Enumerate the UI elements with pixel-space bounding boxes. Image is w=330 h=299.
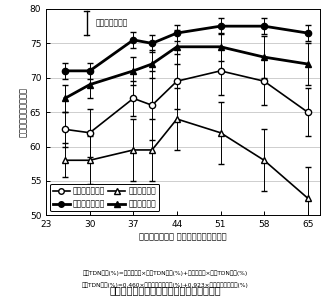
- X-axis label: 「ゆめちから」 絹糸抽出後日数（日）: 「ゆめちから」 絹糸抽出後日数（日）: [139, 232, 227, 241]
- Text: ５％最小有意差: ５％最小有意差: [96, 18, 128, 27]
- Y-axis label: 推定ＴＤＮ含量（％）: 推定ＴＤＮ含量（％）: [19, 87, 28, 137]
- Text: 図２　収穫日による推定ＴＤＮ含量の変化: 図２ 収穫日による推定ＴＤＮ含量の変化: [109, 286, 221, 295]
- Legend: ゆめちから茎葉, ゆめちから全体, セシリア茎葉, セシリア全体: ゆめちから茎葉, ゆめちから全体, セシリア茎葉, セシリア全体: [50, 184, 159, 211]
- Text: 推定TDN含量(%)=乾茎葉割合×茎葉TDN含量(%)+乾雌穂割合×雌穂TDN含量(%): 推定TDN含量(%)=乾茎葉割合×茎葉TDN含量(%)+乾雌穂割合×雌穂TDN含…: [82, 271, 248, 276]
- Text: 雌穂TDN含量(%)=0.460×雌穂中乾穂芯割合(%)+0.923×雌穂中乾子実割合(%): 雌穂TDN含量(%)=0.460×雌穂中乾穂芯割合(%)+0.923×雌穂中乾子…: [82, 283, 248, 288]
